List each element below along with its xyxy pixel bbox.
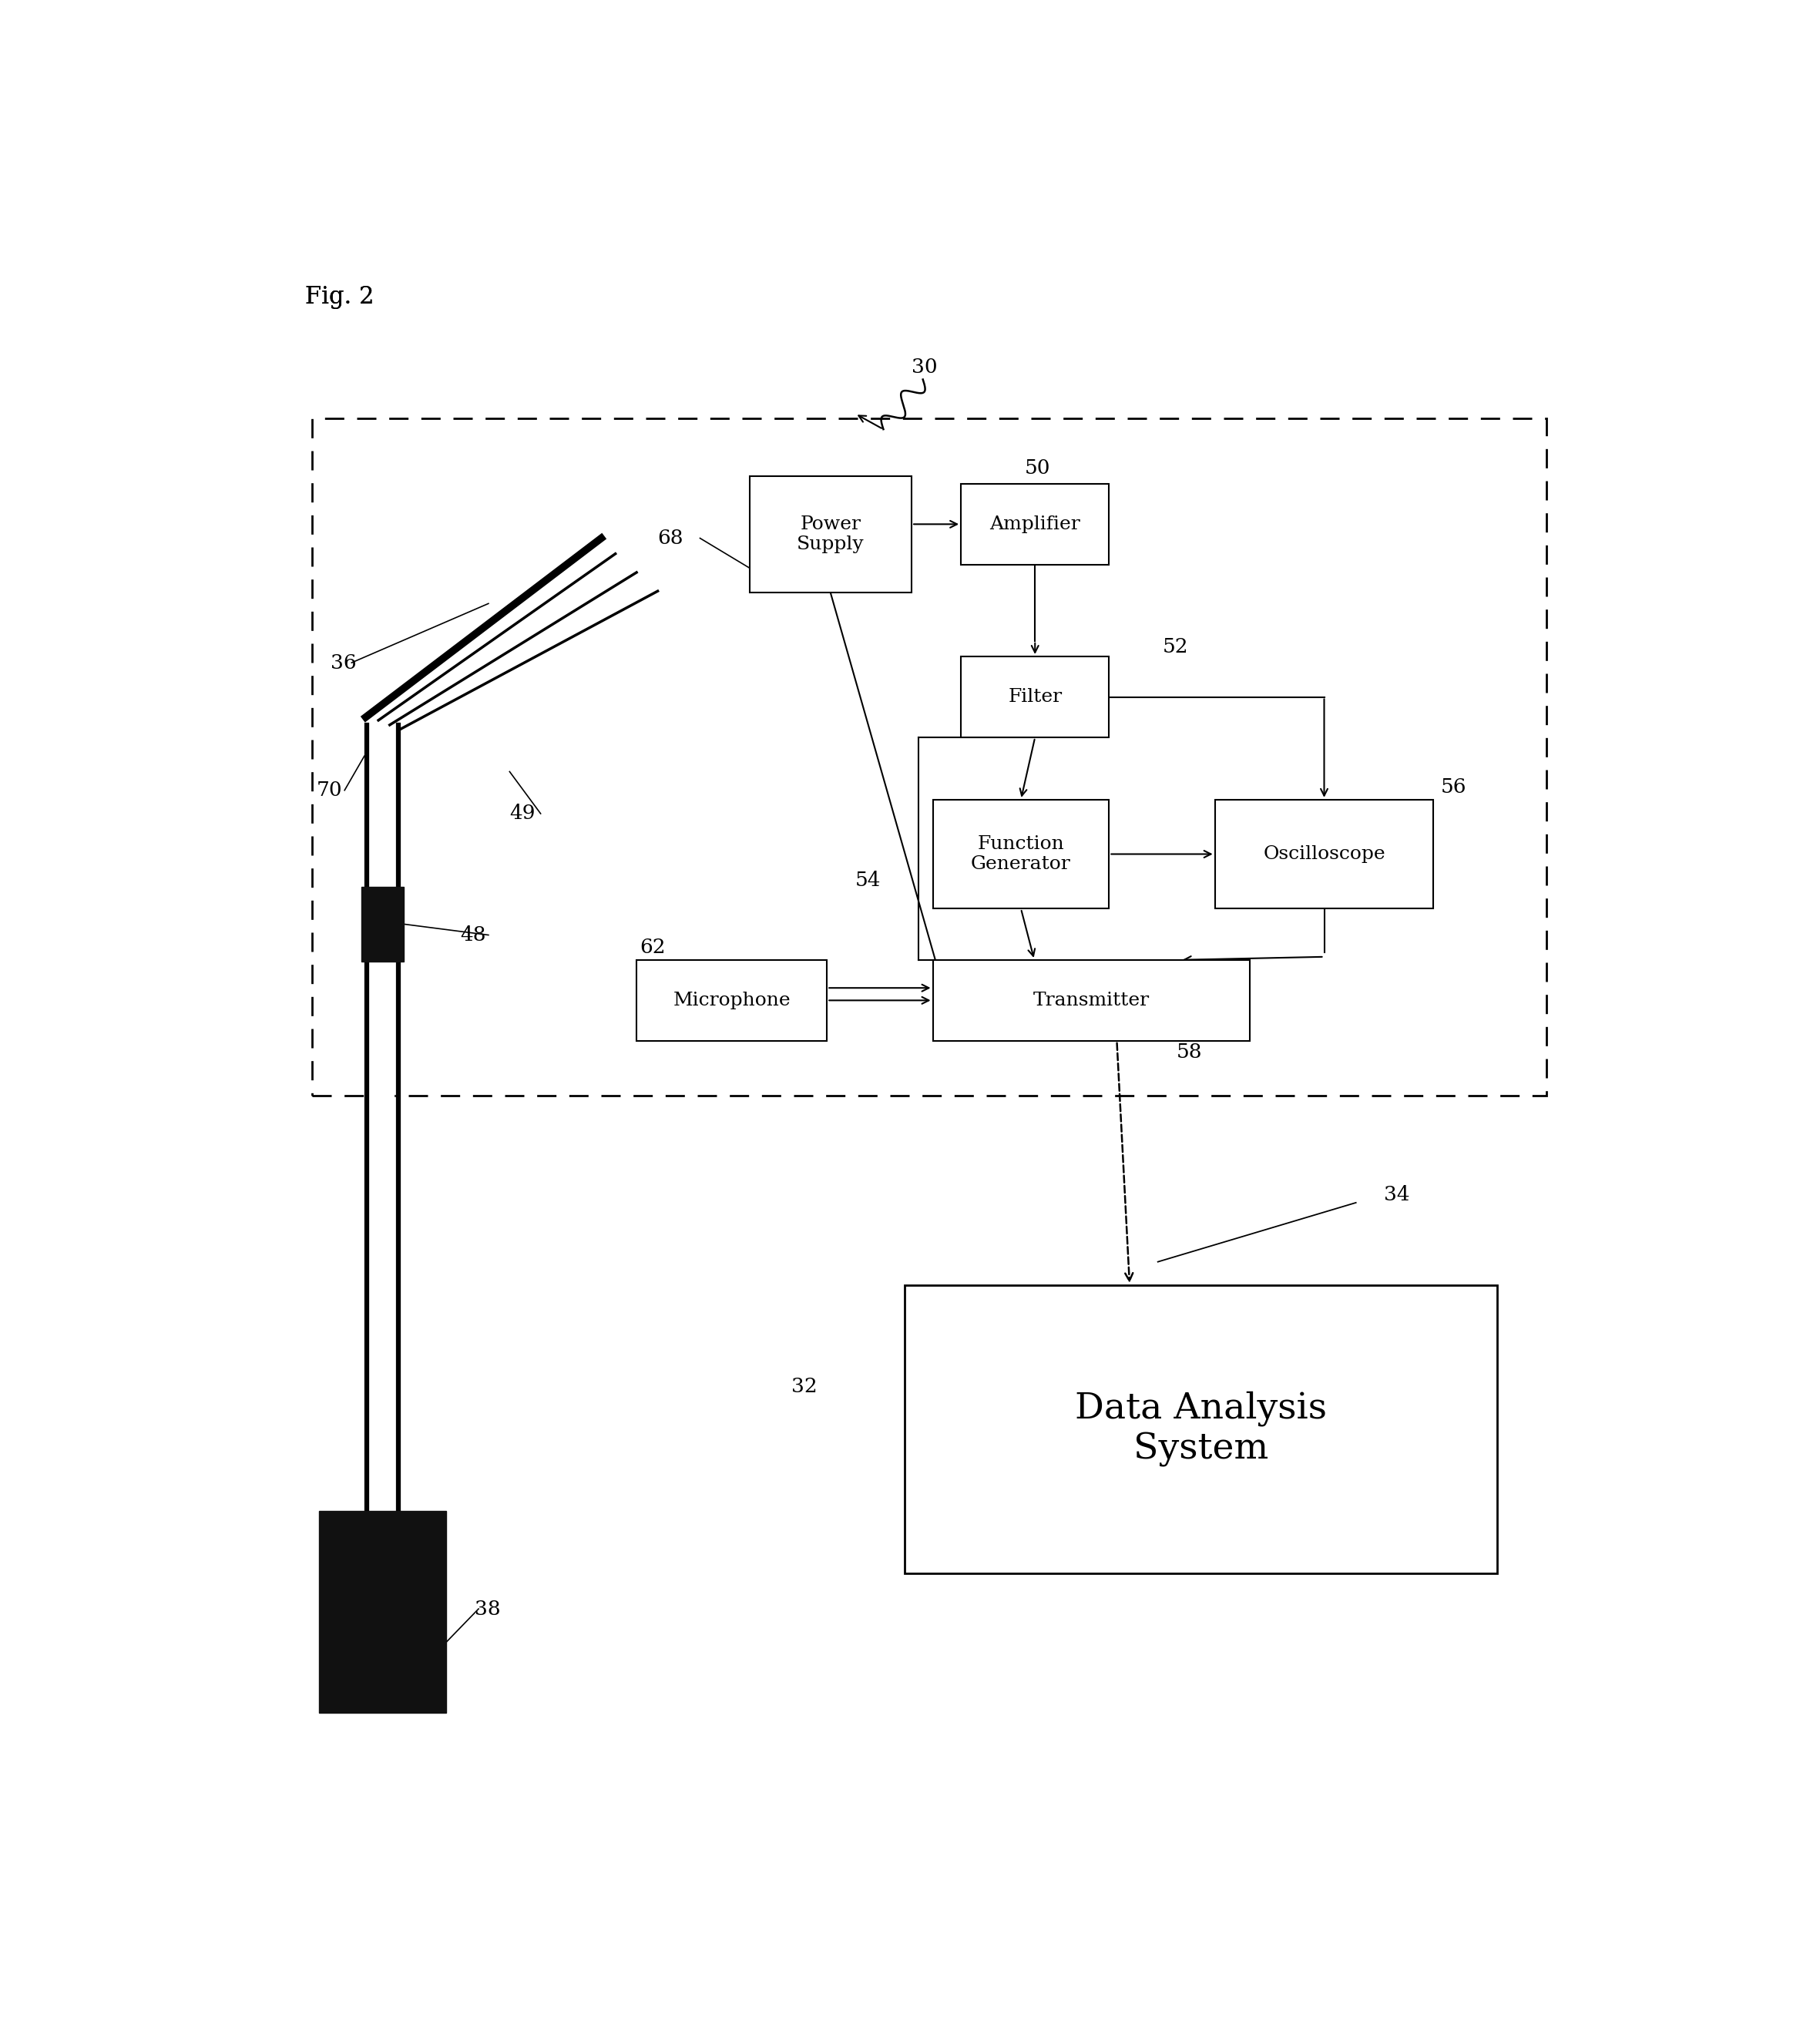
Text: 54: 54 <box>855 871 881 889</box>
Text: 38: 38 <box>475 1599 500 1619</box>
Bar <box>313 418 1547 1095</box>
Bar <box>371 962 393 1512</box>
Bar <box>934 800 1108 909</box>
Text: 50: 50 <box>1025 459 1050 477</box>
Bar <box>905 1285 1496 1572</box>
Bar <box>961 483 1108 564</box>
Bar <box>637 960 826 1041</box>
Text: Transmitter: Transmitter <box>1034 992 1150 1008</box>
Bar <box>371 726 393 887</box>
Text: Function
Generator: Function Generator <box>970 835 1070 873</box>
Text: Oscilloscope: Oscilloscope <box>1263 845 1385 863</box>
Text: 34: 34 <box>1385 1184 1410 1205</box>
Bar <box>934 960 1250 1041</box>
Bar <box>1216 800 1434 909</box>
Text: 70: 70 <box>317 780 342 800</box>
Bar <box>362 887 404 962</box>
Text: Power
Supply: Power Supply <box>797 515 865 554</box>
Text: 62: 62 <box>639 938 666 958</box>
Text: 52: 52 <box>1163 637 1188 657</box>
Text: 30: 30 <box>912 358 937 376</box>
Bar <box>750 477 912 592</box>
Text: Filter: Filter <box>1008 687 1063 705</box>
Text: 68: 68 <box>657 530 684 548</box>
Text: Amplifier: Amplifier <box>990 515 1081 534</box>
Text: 49: 49 <box>510 804 535 823</box>
Text: 58: 58 <box>1178 1043 1203 1061</box>
Text: 48: 48 <box>460 926 486 944</box>
Text: Fig. 2: Fig. 2 <box>306 285 375 309</box>
Bar <box>961 657 1108 738</box>
Text: 32: 32 <box>792 1376 817 1397</box>
Text: Microphone: Microphone <box>673 992 790 1008</box>
Text: Fig. 2: Fig. 2 <box>306 285 375 309</box>
Text: 56: 56 <box>1441 778 1467 796</box>
Text: Data Analysis
System: Data Analysis System <box>1076 1390 1327 1467</box>
Bar <box>318 1512 446 1714</box>
Text: 36: 36 <box>331 653 357 673</box>
